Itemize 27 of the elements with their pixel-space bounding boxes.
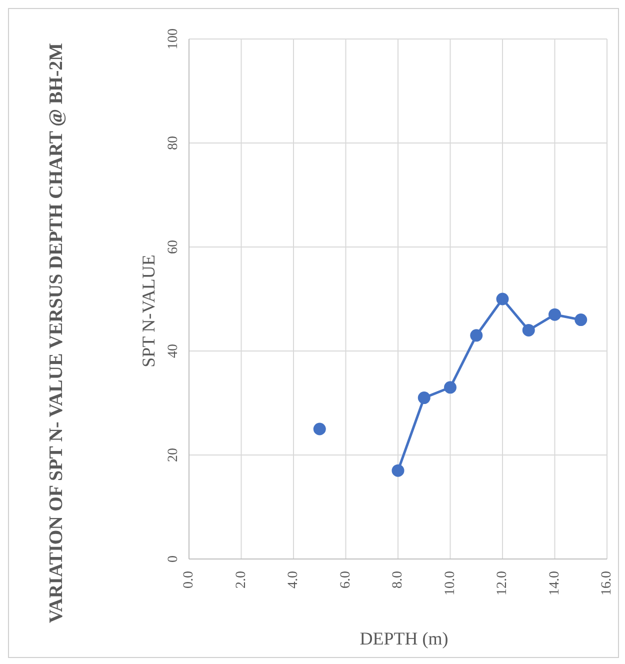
x-tick-label: 0.0 [182, 571, 196, 588]
y-tick-label: 0 [166, 556, 181, 562]
x-tick-label: 16.0 [600, 571, 614, 596]
x-tick-label: 8.0 [390, 571, 406, 588]
point [392, 464, 404, 477]
point [313, 422, 326, 436]
point [444, 381, 456, 394]
y-tick-label: 40 [166, 344, 181, 358]
x-tick-label: 6.0 [338, 571, 354, 588]
point [470, 329, 483, 342]
x-tick-label: 4.0 [286, 571, 301, 588]
y-tick-label: 60 [166, 240, 181, 254]
x-tick-label: 10.0 [442, 571, 458, 596]
x-tick-label: 14.0 [547, 571, 562, 596]
y-axis-title: SPT N-VALUE [138, 254, 160, 368]
y-tick-label: 80 [166, 136, 181, 150]
point [522, 324, 535, 336]
x-tick-label: 2.0 [234, 571, 249, 588]
point [574, 314, 588, 326]
point [548, 308, 561, 321]
text: VARIATION OF SPT N- VALUE VERSUS DEPTH CHART @ BH-2M [45, 42, 68, 626]
point [496, 292, 509, 306]
y-tick-label: 100 [166, 28, 181, 50]
x-axis-title: DEPTH (m) [360, 628, 448, 650]
x-tick-label: 12.0 [495, 571, 510, 596]
point [418, 392, 430, 404]
y-tick-label: 20 [166, 448, 181, 462]
